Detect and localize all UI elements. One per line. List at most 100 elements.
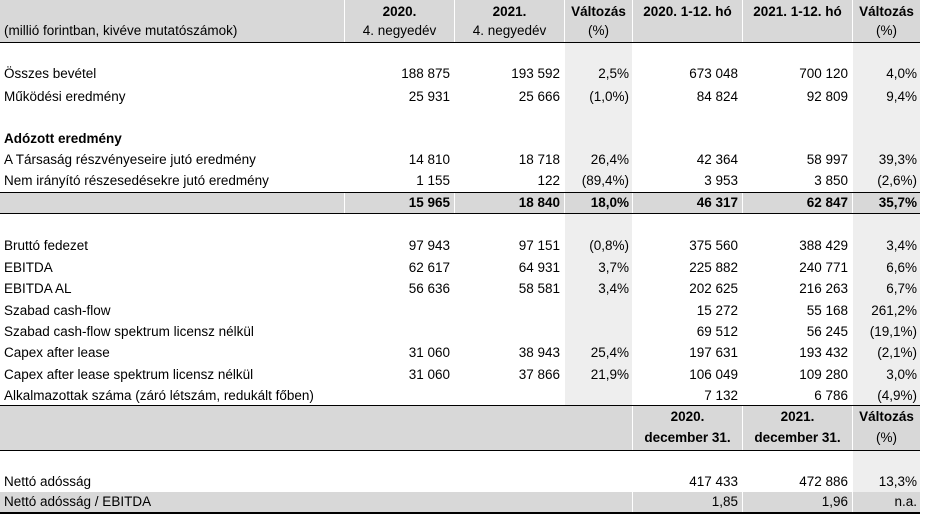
value-cell: 2,5% <box>598 66 629 81</box>
col-separator <box>742 192 743 213</box>
row-label: Szabad cash-flow spektrum licensz nélkül <box>4 324 254 339</box>
value-cell: 188 875 <box>401 66 450 81</box>
value-cell: 31 060 <box>408 367 450 382</box>
row-label: EBITDA AL <box>4 281 72 296</box>
value-cell: 26,4% <box>590 152 629 167</box>
col-separator <box>632 0 633 42</box>
total-cell: 35,7% <box>878 195 917 210</box>
col-separator <box>742 0 743 42</box>
rule <box>0 512 920 514</box>
value-cell: 58 581 <box>518 281 560 296</box>
value-cell: 3,4% <box>886 238 917 253</box>
subheader-band <box>0 405 920 450</box>
col-separator <box>852 405 853 450</box>
total-row-band <box>0 192 920 213</box>
value-cell: 56 636 <box>408 281 450 296</box>
value-cell: 31 060 <box>408 345 450 360</box>
row-label: Összes bevétel <box>4 66 97 81</box>
subheader-2021-l2: december 31. <box>754 430 841 445</box>
value-cell: 3,0% <box>886 367 917 382</box>
row-label: EBITDA <box>4 260 53 275</box>
value-cell: 225 882 <box>689 260 738 275</box>
value-cell: 1 155 <box>416 173 450 188</box>
col-header-change-q-l1: Változás <box>571 4 626 19</box>
value-cell: 25,4% <box>590 345 629 360</box>
value-cell: 388 429 <box>799 238 848 253</box>
row-label: Nettó adósság <box>4 474 92 489</box>
col-separator <box>852 0 853 42</box>
value-cell: 37 866 <box>518 367 560 382</box>
value-cell: 62 617 <box>408 260 450 275</box>
col-separator <box>632 492 633 512</box>
value-cell: 375 560 <box>689 238 738 253</box>
value-cell: (2,1%) <box>877 345 917 360</box>
value-cell: 202 625 <box>689 281 738 296</box>
header-band <box>0 0 920 42</box>
total-cell: 18 840 <box>518 195 560 210</box>
col-separator <box>344 0 345 42</box>
col-separator <box>852 492 853 512</box>
row-label: Szabad cash-flow <box>4 303 111 318</box>
value-cell: (2,6%) <box>877 173 917 188</box>
col-separator <box>454 192 455 213</box>
col-header-change-fy-l1: Változás <box>859 4 914 19</box>
col-separator <box>454 0 455 42</box>
value-cell: 106 049 <box>689 367 738 382</box>
col-separator <box>564 192 565 213</box>
value-cell: (4,9%) <box>877 388 917 403</box>
value-cell: 472 886 <box>799 474 848 489</box>
col-header-fy-2021: 2021. 1-12. hó <box>753 4 842 19</box>
row-label: Működési eredmény <box>4 89 126 104</box>
row-label: Alkalmazottak száma (záró létszám, reduk… <box>4 388 314 403</box>
value-cell: 25 931 <box>408 89 450 104</box>
value-cell: 122 <box>537 173 560 188</box>
rule <box>0 213 920 214</box>
value-cell: 216 263 <box>799 281 848 296</box>
last-row-band <box>0 492 920 512</box>
rule <box>0 405 920 406</box>
col-header-change-q-l2: (%) <box>588 23 609 38</box>
value-cell: 15 272 <box>696 303 738 318</box>
col-separator <box>742 492 743 512</box>
unit-label: (millió forintban, kivéve mutatószámok) <box>4 23 238 38</box>
col-separator <box>742 405 743 450</box>
value-cell: 84 824 <box>696 89 738 104</box>
value-cell: (89,4%) <box>581 173 629 188</box>
col-separator <box>632 192 633 213</box>
row-label: Nettó adósság / EBITDA <box>4 494 152 509</box>
col-header-change-fy-l2: (%) <box>876 23 897 38</box>
value-cell: 9,4% <box>886 89 917 104</box>
value-cell: 1,85 <box>711 494 738 509</box>
section-title: Adózott eredmény <box>4 131 122 146</box>
value-cell: 39,3% <box>878 152 917 167</box>
value-cell: 197 631 <box>689 345 738 360</box>
value-cell: 7 132 <box>704 388 738 403</box>
rule <box>0 450 920 451</box>
col-separator <box>564 0 565 42</box>
change-column-shade <box>565 42 632 405</box>
value-cell: (1,0%) <box>589 89 629 104</box>
value-cell: 14 810 <box>408 152 450 167</box>
value-cell: 3,7% <box>598 260 629 275</box>
value-cell: 3 953 <box>704 173 738 188</box>
col-header-fy-2020: 2020. 1-12. hó <box>643 4 732 19</box>
value-cell: 109 280 <box>799 367 848 382</box>
value-cell: 58 997 <box>806 152 848 167</box>
value-cell: 193 432 <box>799 345 848 360</box>
col-header-q4-2020-l2: 4. negyedév <box>362 23 437 38</box>
subheader-2020-l2: december 31. <box>644 430 731 445</box>
value-cell: n.a. <box>894 494 917 509</box>
value-cell: 417 433 <box>689 474 738 489</box>
value-cell: 6,7% <box>886 281 917 296</box>
value-cell: 25 666 <box>518 89 560 104</box>
value-cell: 3 850 <box>814 173 848 188</box>
col-header-q4-2021-l2: 4. negyedév <box>472 23 547 38</box>
row-label: Bruttó fedezet <box>4 238 89 253</box>
value-cell: (0,8%) <box>589 238 629 253</box>
subheader-change-l2: (%) <box>876 430 897 445</box>
value-cell: 261,2% <box>871 303 917 318</box>
value-cell: (19,1%) <box>869 324 917 339</box>
value-cell: 56 245 <box>806 324 848 339</box>
rule <box>0 42 920 43</box>
value-cell: 92 809 <box>806 89 848 104</box>
